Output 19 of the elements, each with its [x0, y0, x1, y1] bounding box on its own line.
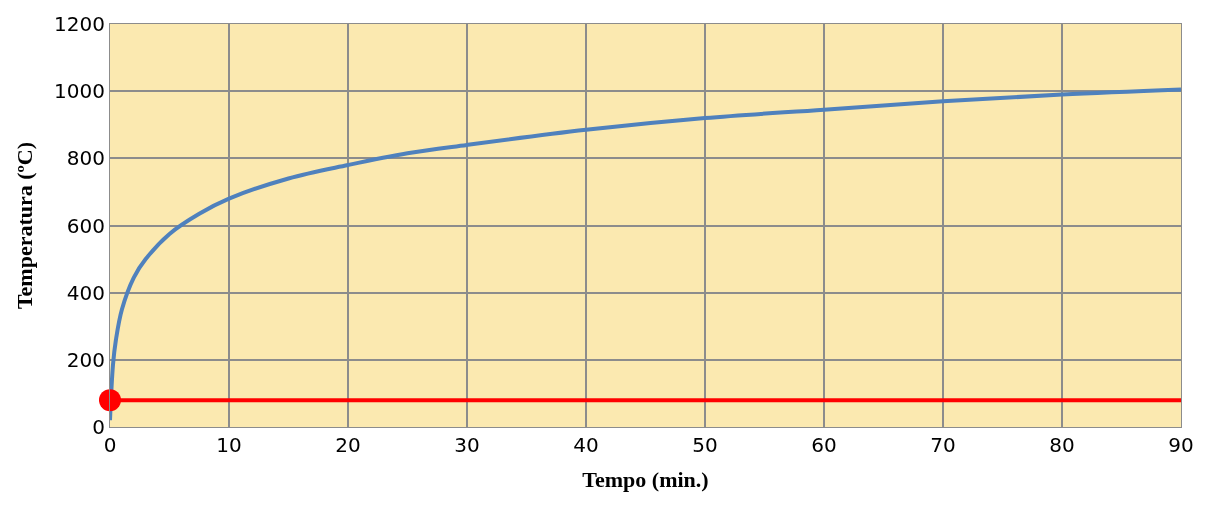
- x-tick-label: 20: [335, 433, 361, 457]
- x-tick-label: 30: [454, 433, 480, 457]
- y-tick-label: 400: [66, 280, 105, 305]
- x-axis-title: Tempo (min.): [582, 466, 709, 492]
- y-tick-label: 0: [92, 415, 105, 439]
- x-tick-label: 60: [811, 433, 837, 457]
- x-tick-label: 40: [573, 433, 599, 457]
- line-series: [110, 87, 1181, 423]
- x-tick-label: 50: [692, 433, 718, 457]
- y-tick-label: 200: [66, 347, 105, 372]
- x-tick-label: 90: [1168, 433, 1194, 457]
- x-tick-label: 80: [1049, 433, 1075, 457]
- y-tick-label: 600: [66, 213, 105, 238]
- x-tick-label: 70: [930, 433, 956, 457]
- y-tick-label: 1200: [54, 12, 105, 36]
- y-tick-label: 1000: [54, 79, 105, 104]
- x-tick-label: 10: [216, 433, 242, 457]
- y-tick-label: 800: [66, 146, 105, 171]
- y-axis-title: Temperatura (ºC): [11, 141, 37, 310]
